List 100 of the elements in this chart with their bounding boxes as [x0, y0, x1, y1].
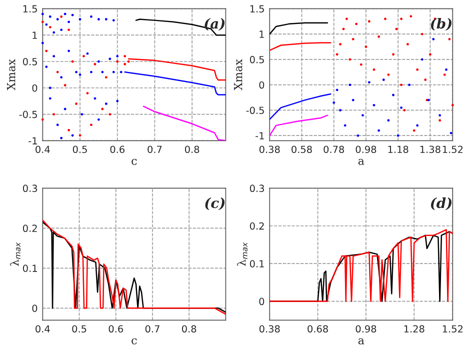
y-axis-title: Xmax	[7, 59, 16, 90]
y-tick-label: 0	[32, 84, 38, 92]
x-tick-label: 0.98	[356, 325, 376, 333]
point	[45, 50, 48, 52]
point	[97, 118, 100, 121]
line-series	[128, 58, 226, 81]
point	[124, 62, 126, 66]
x-tick-label: 1.18	[388, 146, 408, 154]
y-tick-label: 0	[32, 304, 38, 312]
point	[41, 118, 44, 121]
x-axis-title: a	[358, 158, 364, 165]
point	[112, 19, 115, 22]
point	[448, 38, 451, 40]
point	[60, 136, 63, 140]
point	[336, 88, 338, 92]
point	[60, 15, 63, 18]
x-tick-label: 0.98	[356, 146, 376, 154]
annotation: (d)	[430, 197, 452, 210]
point	[336, 53, 338, 56]
point	[116, 100, 119, 102]
point	[94, 62, 96, 66]
y-axis-title: Xmax	[234, 59, 242, 90]
y-axis-title: λ$_{max}$	[10, 242, 21, 266]
point	[41, 42, 44, 44]
x-tick-label: 0.58	[292, 146, 312, 154]
y-tick-label: 1	[32, 32, 37, 39]
annotation: (b)	[430, 18, 452, 31]
y-tick-label: 0.1	[250, 260, 264, 268]
point	[41, 20, 44, 24]
point	[412, 129, 416, 132]
line-series	[270, 93, 332, 120]
point	[60, 76, 63, 79]
x-tick-label: 0.78	[324, 146, 344, 154]
x-tick-label: 0.6	[108, 325, 123, 333]
line-series	[142, 106, 226, 141]
point	[443, 73, 446, 76]
point	[45, 23, 48, 26]
x-tick-label: 0.7	[145, 325, 160, 333]
point	[420, 58, 424, 61]
point	[372, 68, 376, 71]
point	[86, 92, 89, 94]
y-tick-label: 1.5	[250, 5, 264, 13]
y-tick-label: 1.5	[23, 5, 37, 13]
point	[71, 134, 74, 137]
point	[56, 124, 59, 126]
x-tick-label: 0.8	[182, 325, 196, 333]
y-tick-label: 0.3	[250, 184, 264, 192]
point	[355, 22, 358, 26]
y-tick-label: 0.2	[250, 222, 264, 230]
point	[352, 38, 354, 40]
point	[104, 76, 108, 79]
y-tick-label: -1	[256, 132, 264, 140]
line-series	[270, 114, 328, 136]
x-tick-label: 0.38	[259, 325, 280, 333]
y-tick-label: 0.3	[22, 184, 38, 192]
x-tick-label: 1.38	[420, 146, 440, 154]
point	[48, 97, 52, 100]
point	[360, 63, 362, 66]
point	[60, 28, 63, 32]
point	[48, 86, 52, 90]
line-series	[270, 42, 332, 51]
x-tick-label: 0.4	[36, 325, 50, 333]
point	[416, 68, 419, 71]
point	[432, 38, 435, 40]
point	[428, 53, 432, 56]
y-tick-label: 0.1	[22, 264, 37, 272]
point	[352, 98, 354, 102]
line-series	[270, 22, 328, 35]
point	[368, 20, 370, 23]
y-tick-label: 1	[260, 30, 264, 38]
x-tick-label: 0.5	[72, 146, 87, 154]
annotation: (c)	[205, 197, 225, 210]
point	[68, 28, 70, 32]
point	[48, 15, 52, 18]
point	[372, 104, 376, 106]
x-tick-label: 1.28	[404, 325, 424, 333]
y-tick-label: 0.5	[22, 58, 37, 66]
y-tick-label: 0.2	[22, 224, 37, 232]
annotation: (a)	[204, 18, 225, 31]
line-series	[124, 71, 226, 96]
x-tick-label: 0.38	[259, 146, 280, 154]
point	[438, 119, 442, 122]
point	[68, 20, 70, 24]
y-tick-label: 0	[259, 298, 264, 306]
x-tick-label: 0.4	[36, 146, 50, 154]
point	[345, 18, 348, 20]
point	[120, 70, 122, 74]
point	[408, 84, 411, 86]
point	[68, 128, 70, 132]
y-tick-label: -1	[28, 137, 37, 144]
point	[348, 84, 352, 86]
point	[116, 60, 119, 63]
point	[52, 31, 56, 34]
y-axis-title: λ$_{max}$	[237, 242, 248, 266]
point	[112, 70, 115, 74]
point	[378, 35, 380, 38]
point	[332, 101, 336, 104]
y-tick-label: 0	[259, 81, 264, 89]
point	[348, 58, 352, 61]
point	[451, 104, 454, 106]
